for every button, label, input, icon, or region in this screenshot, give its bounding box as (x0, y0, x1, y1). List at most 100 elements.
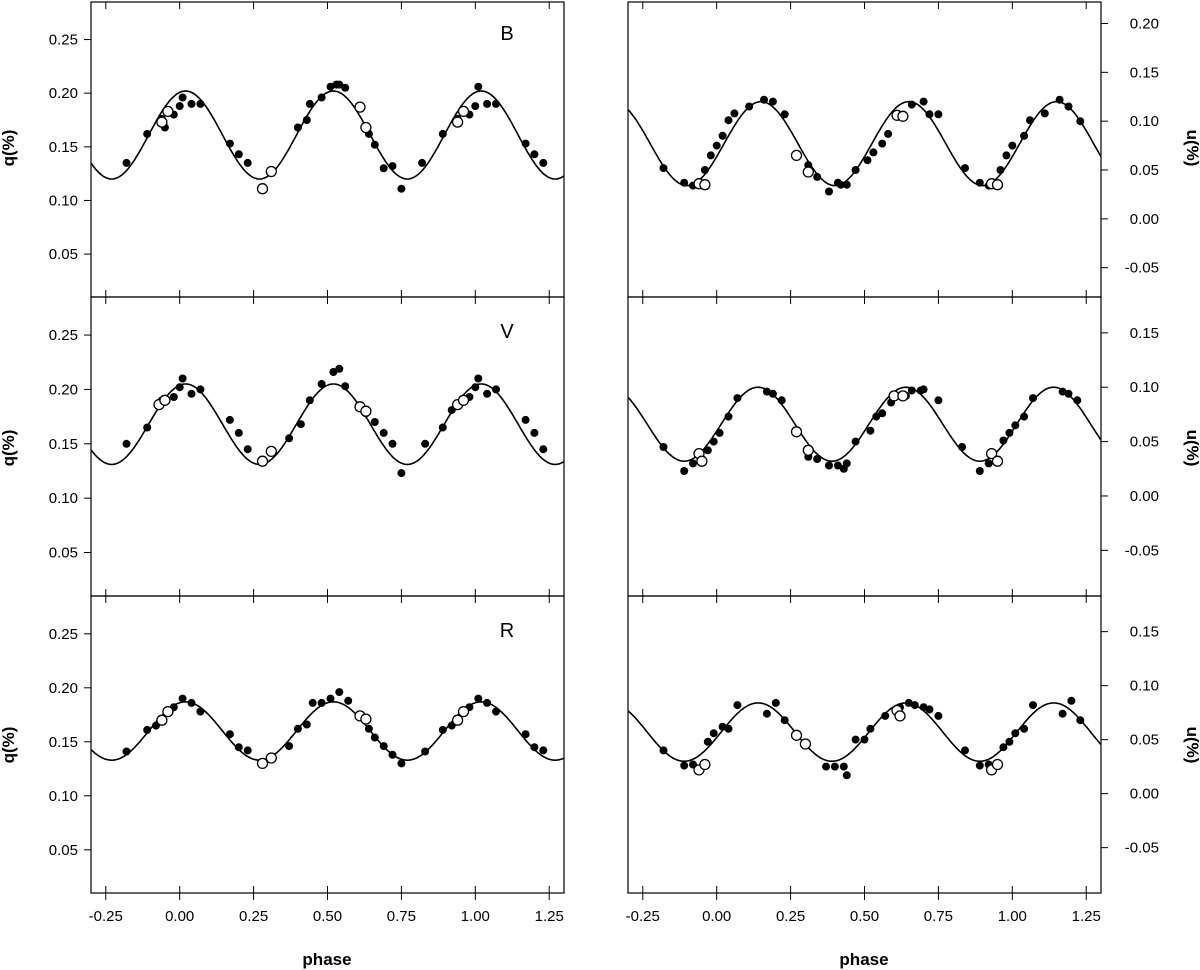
y-tick-label: 0.05 (1130, 434, 1159, 451)
data-point-filled (1029, 701, 1037, 710)
y-tick-label: 0.15 (1130, 325, 1159, 342)
data-point-filled (975, 178, 984, 187)
data-point-open (790, 729, 803, 741)
data-point-filled (187, 389, 196, 398)
data-point-filled (878, 139, 887, 148)
data-point-open (265, 445, 277, 458)
data-point-filled (1008, 141, 1017, 150)
x-axis-label-left: phase (302, 950, 351, 969)
data-point-filled (234, 428, 243, 437)
data-point-filled (492, 385, 500, 394)
data-point-filled (768, 97, 777, 106)
y-tick-label: 0.20 (49, 680, 78, 697)
data-point-filled (243, 746, 252, 755)
data-point-open (991, 758, 1004, 771)
data-point-filled (872, 412, 881, 421)
data-point-filled (483, 389, 492, 398)
data-point-filled (438, 725, 447, 734)
data-point-filled (225, 415, 234, 424)
data-point-filled (762, 709, 771, 718)
data-point-filled (370, 140, 379, 149)
data-point-filled (866, 426, 875, 435)
data-point-filled (305, 396, 314, 405)
data-point-open (802, 166, 814, 178)
data-point-filled (659, 746, 668, 755)
data-point-filled (689, 459, 697, 468)
data-point-filled (851, 437, 860, 446)
data-point-open (265, 752, 277, 764)
data-point-filled (483, 698, 492, 707)
x-tick-label: 0.75 (924, 908, 953, 925)
data-point-filled (225, 139, 234, 148)
data-point-filled (243, 445, 252, 454)
data-point-filled (709, 729, 718, 738)
data-point-open (156, 714, 168, 726)
data-point-open (802, 444, 814, 456)
data-point-open (457, 105, 470, 118)
data-point-filled (471, 383, 480, 392)
data-point-filled (471, 102, 480, 111)
data-point-filled (187, 698, 196, 707)
data-point-filled (842, 459, 851, 468)
x-tick-label: 0.75 (387, 908, 416, 925)
data-point-filled (907, 100, 916, 109)
data-point-filled (825, 461, 833, 470)
data-point-filled (317, 380, 326, 388)
plot-frame (90, 296, 565, 597)
data-point-filled (539, 158, 548, 167)
data-point-filled (293, 724, 302, 733)
data-point-filled (934, 396, 943, 405)
data-point-filled (122, 158, 131, 167)
data-point-filled (329, 368, 338, 376)
left-ylabel-bottom: q(%) (0, 727, 18, 764)
band-label: V (500, 321, 514, 343)
y-tick-label: 0.15 (49, 436, 78, 453)
data-point-filled (178, 694, 187, 703)
data-point-filled (934, 711, 943, 720)
data-point-filled (1029, 394, 1037, 403)
data-point-filled (724, 412, 733, 421)
data-point-filled (175, 102, 184, 111)
y-tick-label: 0.25 (49, 32, 78, 49)
x-tick-label: 1.00 (461, 908, 490, 925)
data-point-filled (730, 109, 739, 118)
data-point-filled (234, 150, 243, 159)
data-point-filled (745, 102, 754, 111)
data-point-filled (418, 158, 427, 167)
data-point-filled (196, 99, 205, 108)
data-point-filled (715, 428, 724, 437)
y-tick-label: 0.00 (1130, 211, 1159, 228)
data-point-filled (777, 396, 786, 405)
data-point-filled (878, 409, 887, 418)
y-tick-label: 0.10 (1130, 113, 1159, 130)
data-point-filled (388, 439, 397, 448)
data-point-filled (919, 385, 928, 394)
data-point-open (790, 149, 803, 162)
data-point-filled (999, 436, 1008, 445)
y-tick-label: 0.05 (1130, 162, 1159, 179)
data-point-filled (379, 428, 388, 437)
data-point-open (696, 455, 708, 467)
data-point-open (699, 179, 711, 191)
data-point-filled (196, 707, 205, 716)
data-point-filled (474, 82, 483, 91)
data-point-filled (296, 420, 305, 429)
x-tick-label: -0.25 (89, 908, 123, 925)
data-point-open (360, 121, 372, 134)
data-point-filled (975, 467, 984, 475)
data-point-filled (718, 131, 727, 140)
data-point-filled (317, 698, 326, 707)
data-point-filled (925, 110, 934, 119)
data-point-filled (530, 743, 539, 752)
data-point-filled (397, 469, 406, 478)
data-point-filled (733, 394, 742, 403)
data-point-filled (706, 151, 715, 160)
x-tick-label: 0.50 (850, 908, 879, 925)
model-curve (90, 90, 565, 180)
plot-frame (90, 595, 565, 894)
x-tick-label: 0.00 (702, 908, 731, 925)
y-tick-label: 0.00 (1130, 786, 1159, 803)
plot-frame (627, 1, 1102, 298)
data-point-filled (474, 694, 483, 703)
